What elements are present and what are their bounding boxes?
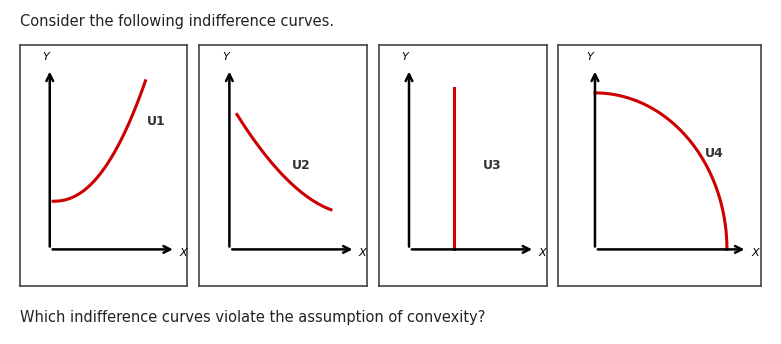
Text: Y: Y [222, 52, 229, 62]
Text: U4: U4 [704, 147, 723, 160]
Text: X: X [538, 248, 546, 258]
Text: U2: U2 [291, 159, 310, 172]
Text: Which indifference curves violate the assumption of convexity?: Which indifference curves violate the as… [20, 310, 485, 325]
Text: Consider the following indifference curves.: Consider the following indifference curv… [20, 14, 333, 29]
Text: X: X [751, 248, 759, 258]
Text: U1: U1 [147, 115, 166, 128]
Text: X: X [179, 248, 187, 258]
Text: Y: Y [587, 52, 594, 62]
Text: Y: Y [42, 52, 49, 62]
Text: Y: Y [401, 52, 408, 62]
Text: U3: U3 [483, 159, 501, 172]
Text: X: X [358, 248, 366, 258]
